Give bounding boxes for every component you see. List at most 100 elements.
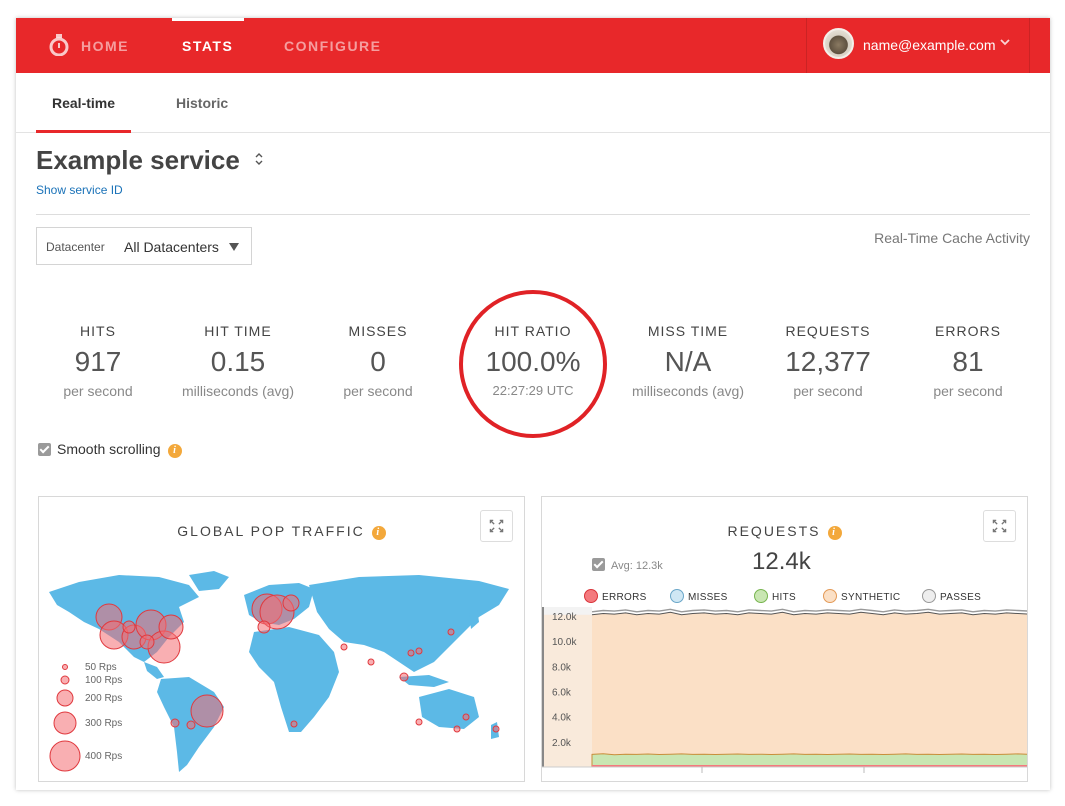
stat-misses: MISSES 0 per second xyxy=(308,323,448,399)
avg-label: Avg: 12.3k xyxy=(611,560,663,572)
stat-errors: ERRORS 81 per second xyxy=(898,323,1038,399)
legend-synthetic[interactable]: SYNTHETIC xyxy=(823,589,900,603)
requests-title-text: REQUESTS xyxy=(727,523,821,539)
stopwatch-logo-icon[interactable] xyxy=(48,34,70,56)
stat-value: 81 xyxy=(952,346,984,377)
pop-circle xyxy=(139,634,155,650)
stat-label: HIT RATIO xyxy=(494,323,572,339)
info-icon[interactable]: i xyxy=(827,526,842,540)
stat-unit: per second xyxy=(343,383,413,399)
datacenter-select[interactable]: Datacenter All Datacenters xyxy=(36,227,252,265)
legend-label: HITS xyxy=(772,592,796,603)
legend-circle-300 xyxy=(53,711,77,735)
pop-circle xyxy=(290,720,298,728)
stat-unit: milliseconds (avg) xyxy=(181,383,295,399)
info-icon[interactable]: i xyxy=(167,444,182,458)
expand-icon[interactable] xyxy=(480,510,513,542)
stat-label: ERRORS xyxy=(935,323,1001,339)
y-tick-label: 2.0k xyxy=(552,738,572,749)
stat-value: 12,377 xyxy=(785,346,871,377)
legend-label: 100 Rps xyxy=(85,675,123,686)
sort-caret-icon[interactable] xyxy=(254,152,264,166)
pop-circle xyxy=(158,614,184,640)
legend-misses[interactable]: MISSES xyxy=(670,589,728,603)
pop-circle xyxy=(340,643,348,651)
tab-historic[interactable]: Historic xyxy=(176,95,229,111)
synthetic-area-faded xyxy=(542,614,592,767)
pop-circle xyxy=(415,647,423,655)
stat-requests: REQUESTS 12,377 per second xyxy=(758,323,898,399)
legend-label: ERRORS xyxy=(602,592,647,603)
y-tick-label: 6.0k xyxy=(552,688,572,699)
smooth-scrolling-toggle[interactable]: Smooth scrolling i xyxy=(38,441,182,458)
central-america-shape xyxy=(144,662,164,679)
panel-title: GLOBAL POP TRAFFIC i xyxy=(39,523,524,540)
nav-stats[interactable]: STATS xyxy=(182,38,234,54)
avatar xyxy=(823,28,854,59)
y-tick-label: 12.0k xyxy=(552,612,577,623)
pop-circle xyxy=(170,718,180,728)
nav-home[interactable]: HOME xyxy=(81,38,129,54)
stat-value: 100.0% xyxy=(485,346,581,377)
pop-circle xyxy=(462,713,470,721)
map-title-text: GLOBAL POP TRAFFIC xyxy=(177,523,365,539)
pop-circle xyxy=(257,620,271,634)
user-menu[interactable]: name@example.com xyxy=(806,18,1030,73)
nav-configure[interactable]: CONFIGURE xyxy=(284,38,382,54)
y-tick-label: 8.0k xyxy=(552,662,572,673)
nav-active-indicator xyxy=(172,18,244,21)
avg-checkbox[interactable] xyxy=(592,558,605,571)
legend-circle-200 xyxy=(56,689,74,707)
stat-unit: per second xyxy=(933,383,1003,399)
legend-swatch xyxy=(584,589,598,603)
y-tick-label: 4.0k xyxy=(552,713,572,724)
legend-label: 400 Rps xyxy=(85,751,123,762)
legend-swatch xyxy=(754,589,768,603)
pop-circle xyxy=(415,718,423,726)
sub-nav: Real-time Historic xyxy=(16,73,1050,133)
stat-value: N/A xyxy=(664,346,712,377)
legend-label: MISSES xyxy=(688,592,728,603)
show-service-id-link[interactable]: Show service ID xyxy=(36,183,123,197)
synthetic-area xyxy=(592,612,1027,767)
stat-label: MISS TIME xyxy=(647,323,729,339)
legend-circle-400 xyxy=(49,740,81,772)
legend-swatch xyxy=(922,589,936,603)
dropdown-arrow-icon xyxy=(229,243,239,251)
hit-ratio-highlight-circle xyxy=(459,290,607,438)
info-icon[interactable]: i xyxy=(371,526,386,540)
requests-area-chart: 2.0k 4.0k 6.0k 8.0k 10.0k 12.0k xyxy=(542,607,1027,773)
realtime-cache-activity-label: Real-Time Cache Activity xyxy=(874,230,1030,246)
stat-value: 917 xyxy=(74,346,122,377)
errors-area xyxy=(592,764,1027,767)
legend-passes[interactable]: PASSES xyxy=(922,589,981,603)
stat-label: HITS xyxy=(80,323,116,339)
requests-panel: REQUESTS i Avg: 12.3k 12.4k ERRORS MISSES… xyxy=(541,496,1028,782)
smooth-scrolling-checkbox[interactable] xyxy=(38,443,51,456)
pop-circle xyxy=(190,694,224,728)
legend-circle-50 xyxy=(62,664,68,670)
tab-real-time[interactable]: Real-time xyxy=(52,95,116,111)
stat-unit: per second xyxy=(63,383,133,399)
indonesia-shape xyxy=(399,675,449,687)
pop-circle xyxy=(492,725,500,733)
legend-hits[interactable]: HITS xyxy=(754,589,796,603)
legend-errors[interactable]: ERRORS xyxy=(584,589,647,603)
legend-swatch xyxy=(670,589,684,603)
pop-circle xyxy=(282,594,300,612)
app-window: HOME STATS CONFIGURE name@example.com Re… xyxy=(16,18,1050,790)
legend-swatch xyxy=(823,589,837,603)
asia-shape xyxy=(309,575,509,672)
legend-label: PASSES xyxy=(940,592,982,603)
avg-toggle[interactable]: Avg: 12.3k xyxy=(592,558,663,572)
legend-label: SYNTHETIC xyxy=(841,592,901,603)
stat-value: 0.15 xyxy=(210,346,266,377)
expand-icon[interactable] xyxy=(983,510,1016,542)
legend-label: 50 Rps xyxy=(85,662,117,673)
smooth-scrolling-label: Smooth scrolling xyxy=(57,441,161,457)
datacenter-value: All Datacenters xyxy=(124,239,219,255)
user-email: name@example.com xyxy=(863,37,996,53)
chevron-down-icon xyxy=(1000,39,1010,46)
global-pop-traffic-panel: GLOBAL POP TRAFFIC i xyxy=(38,496,525,782)
australia-shape xyxy=(419,689,479,729)
